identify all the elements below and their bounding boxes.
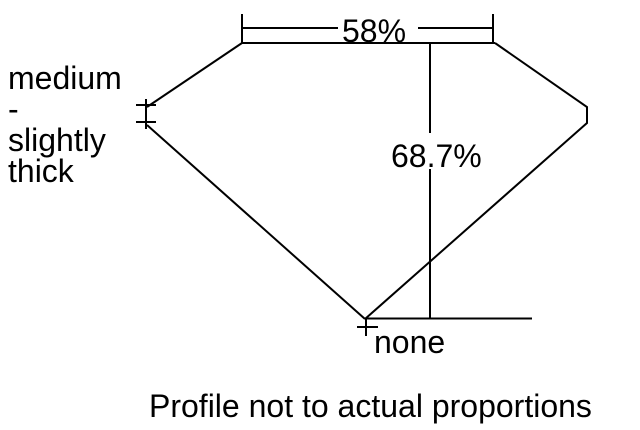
table-width-percent-label: 58% <box>342 13 407 49</box>
culet-tick <box>357 319 378 336</box>
footnote-text: Profile not to actual proportions <box>149 388 592 424</box>
table-width-measure-line <box>241 14 494 43</box>
girdle-thickness-line-3: slightly <box>8 122 106 158</box>
diamond-outline <box>146 42 588 320</box>
girdle-thickness-line-2: - <box>8 91 19 127</box>
girdle-tick-marks <box>136 99 156 129</box>
girdle-thickness-line-4: thick <box>8 153 74 189</box>
culet-label: none <box>374 324 446 360</box>
girdle-thickness-label: medium - slightly thick <box>8 60 122 189</box>
girdle-thickness-line-1: medium <box>8 60 122 96</box>
depth-percent-label: 68.7% <box>391 138 482 174</box>
diagram-lines <box>136 14 588 336</box>
